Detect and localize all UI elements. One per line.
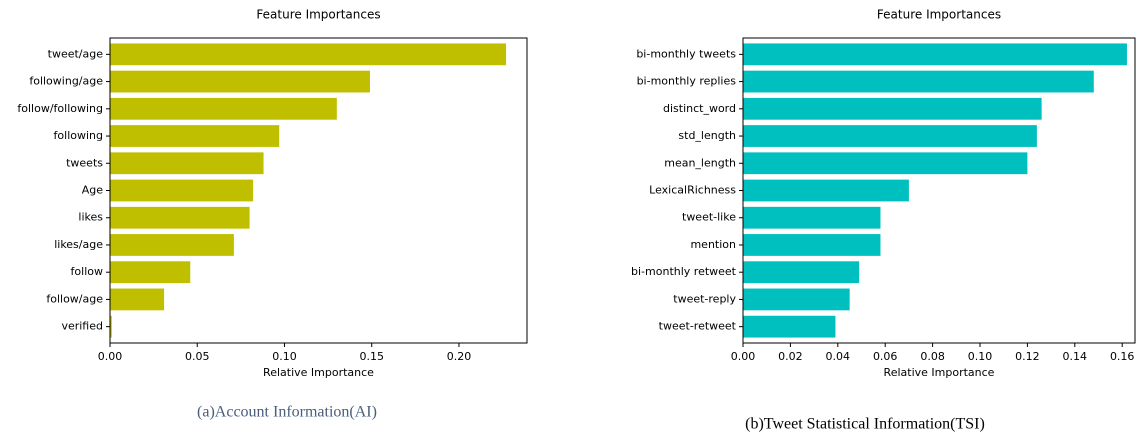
bar (743, 206, 881, 229)
bar (110, 234, 234, 256)
x-tick-label: 0.00 (98, 350, 123, 363)
bar (110, 261, 191, 284)
y-tick-label: distinct_word (663, 102, 736, 115)
plot-frame (109, 37, 528, 344)
y-tick-label: bi-monthly replies (637, 75, 737, 88)
x-tick-label: 0.05 (185, 350, 210, 363)
plot-frame (742, 37, 1136, 344)
bar (743, 43, 1127, 66)
y-tick-label: std_length (678, 129, 736, 142)
bar (110, 97, 337, 120)
y-tick-label: follow (71, 265, 103, 278)
y-tick-label: tweet-like (682, 211, 736, 224)
bar (743, 125, 1037, 147)
bar (743, 152, 1028, 175)
chart-title: Feature Importances (877, 8, 1001, 22)
x-axis-label: Relative Importance (884, 366, 995, 379)
y-tick-label: follow/following (17, 102, 103, 115)
y-tick-label: tweets (66, 156, 103, 169)
y-tick-label: mention (690, 238, 736, 251)
y-tick-label: tweet-reply (673, 292, 736, 305)
bar (110, 43, 507, 66)
y-tick-label: Age (82, 184, 104, 197)
bar (110, 315, 112, 338)
x-tick-label: 0.12 (1015, 350, 1040, 363)
x-tick-label: 0.00 (731, 350, 756, 363)
x-tick-label: 0.20 (447, 350, 472, 363)
caption: (b)Tweet Statistical Information(TSI) (745, 416, 985, 433)
y-tick-label: likes/age (54, 238, 103, 251)
y-tick-label: tweet-retweet (659, 320, 737, 333)
x-tick-label: 0.10 (272, 350, 297, 363)
bar (743, 97, 1042, 120)
x-tick-label: 0.06 (873, 350, 898, 363)
bar (110, 70, 370, 93)
x-tick-label: 0.15 (359, 350, 384, 363)
x-tick-label: 0.04 (826, 350, 851, 363)
y-tick-label: bi-monthly tweets (636, 47, 736, 60)
bar (743, 288, 850, 311)
y-tick-label: following/age (29, 75, 103, 88)
y-tick-label: LexicalRichness (649, 184, 736, 197)
y-tick-label: likes (78, 211, 103, 224)
x-tick-label: 0.16 (1110, 350, 1135, 363)
y-tick-label: mean_length (664, 156, 736, 169)
bar (743, 234, 881, 256)
x-axis-label: Relative Importance (263, 366, 374, 379)
y-tick-label: tweet/age (48, 47, 104, 60)
bar (743, 315, 836, 338)
bar (743, 70, 1094, 93)
x-tick-label: 0.10 (968, 350, 993, 363)
y-tick-label: following (54, 129, 103, 142)
bar (110, 152, 264, 175)
x-tick-label: 0.02 (778, 350, 803, 363)
caption: (a)Account Information(AI) (197, 404, 377, 421)
bar (110, 206, 250, 229)
x-tick-label: 0.14 (1063, 350, 1088, 363)
bar (110, 179, 254, 202)
y-tick-label: follow/age (46, 292, 103, 305)
bar (743, 261, 860, 284)
x-tick-label: 0.08 (920, 350, 945, 363)
bar (743, 179, 909, 202)
bar (110, 288, 165, 311)
y-tick-label: bi-monthly retweet (631, 265, 737, 278)
y-tick-label: verified (61, 320, 103, 333)
bar (110, 125, 280, 147)
chart-title: Feature Importances (256, 8, 380, 22)
